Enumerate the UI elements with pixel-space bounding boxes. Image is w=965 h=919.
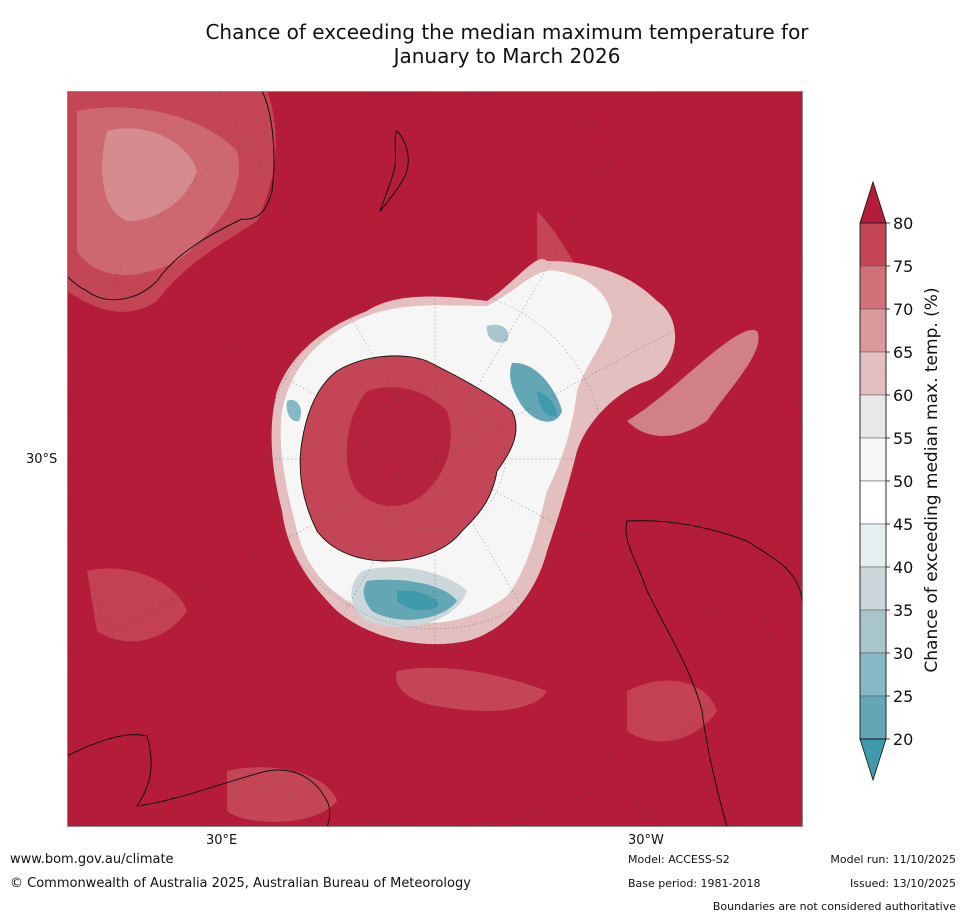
colorbar-tick-label: 70	[893, 300, 913, 319]
footer-copyright: © Commonwealth of Australia 2025, Austra…	[10, 876, 471, 891]
colorbar-tick-label: 45	[893, 515, 913, 534]
south-america-coast	[625, 520, 803, 827]
colorbar-band	[859, 351, 887, 396]
lon-label-30w: 30°W	[628, 833, 664, 848]
colorbar-tick-label: 40	[893, 558, 913, 577]
footer-base-period: Base period: 1981-2018	[628, 877, 761, 890]
colorbar-tick-label: 20	[893, 730, 913, 749]
polar-map[interactable]	[67, 91, 803, 827]
map-title: Chance of exceeding the median maximum t…	[0, 20, 965, 68]
lat-label-30s: 30°S	[26, 452, 58, 467]
colorbar-band	[859, 652, 887, 697]
australia-coast	[67, 91, 275, 301]
colorbar-band	[859, 437, 887, 482]
footer-issued: Issued: 13/10/2025	[849, 877, 956, 890]
colorbar-label-text: Chance of exceeding median max. temp. (%…	[922, 287, 942, 673]
colorbar-tick-label: 55	[893, 429, 913, 448]
colorbar-band	[859, 394, 887, 439]
colorbar-tick-label: 65	[893, 343, 913, 362]
colorbar-band	[859, 609, 887, 654]
footer-model: Model: ACCESS-S2	[628, 853, 730, 866]
colorbar-band	[859, 523, 887, 568]
africa-coast	[67, 734, 331, 827]
new-zealand	[379, 130, 409, 212]
colorbar-tick-label: 30	[893, 644, 913, 663]
colorbar-tick-label: 35	[893, 601, 913, 620]
footer-url[interactable]: www.bom.gov.au/climate	[10, 852, 174, 867]
colorbar-band	[859, 222, 887, 267]
colorbar: 80 75 70 65 60 55 50 45 40 35 30 25 20	[855, 180, 965, 790]
colorbar-tick-label: 25	[893, 687, 913, 706]
antarctica-core	[346, 387, 451, 506]
colorbar-band	[859, 566, 887, 611]
colorbar-band	[859, 695, 887, 740]
colorbar-band	[859, 480, 887, 525]
colorbar-band	[859, 265, 887, 310]
colorbar-tick-label: 75	[893, 257, 913, 276]
footer-disclaimer: Boundaries are not considered authoritat…	[712, 900, 956, 913]
lon-label-30e: 30°E	[206, 833, 238, 848]
colorbar-tick-label: 50	[893, 472, 913, 491]
footer-model-run: Model run: 11/10/2025	[830, 853, 956, 866]
colorbar-extend-top	[859, 180, 887, 224]
title-line-1: Chance of exceeding the median maximum t…	[205, 20, 809, 44]
colorbar-band	[859, 308, 887, 353]
map-border	[67, 91, 803, 827]
colorbar-tick-label: 80	[893, 214, 913, 233]
colorbar-extend-bottom	[859, 738, 887, 782]
map-svg	[67, 91, 803, 827]
warm-anomaly-patches	[67, 91, 759, 822]
title-line-2: January to March 2026	[393, 44, 621, 68]
graticule	[67, 91, 803, 827]
colorbar-tick-label: 60	[893, 386, 913, 405]
colorbar-svg: 80 75 70 65 60 55 50 45 40 35 30 25 20	[859, 180, 913, 782]
